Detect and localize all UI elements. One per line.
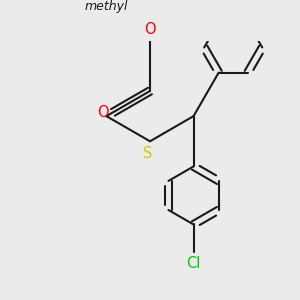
Text: Cl: Cl [186, 256, 201, 271]
Text: S: S [143, 146, 152, 161]
Text: methyl: methyl [85, 0, 128, 13]
Text: O: O [144, 22, 156, 37]
Text: O: O [97, 105, 109, 120]
